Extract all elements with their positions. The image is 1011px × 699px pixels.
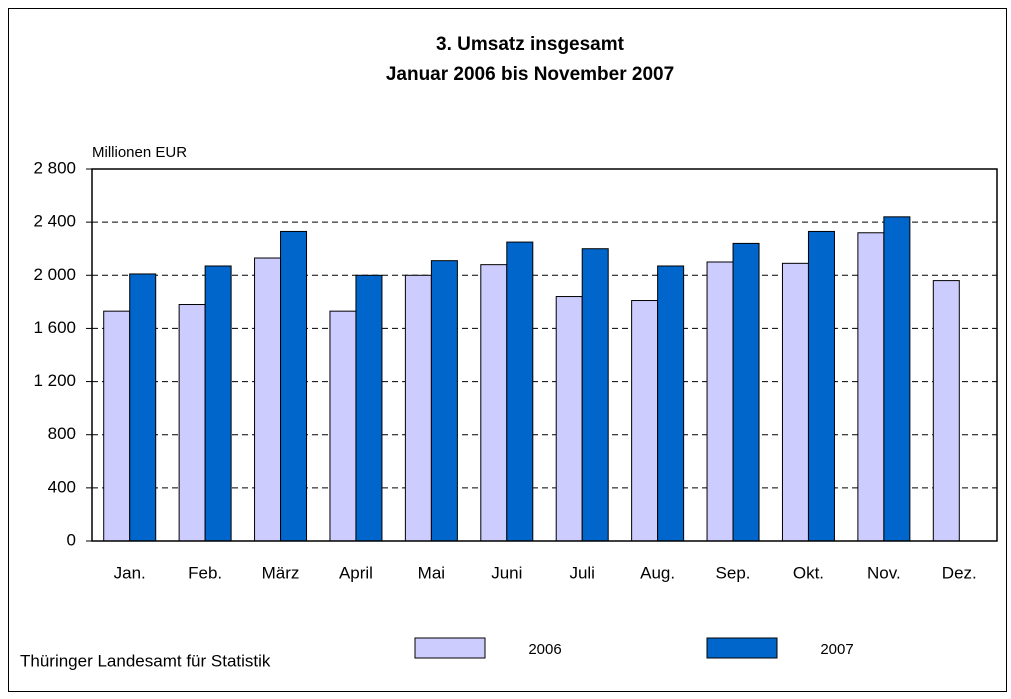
x-tick-label: Juni — [491, 563, 522, 582]
bar — [329, 310, 357, 542]
y-tick-label: 0 — [67, 530, 76, 549]
plot-border — [91, 168, 998, 542]
x-tick-label: Aug. — [640, 563, 675, 582]
bar — [555, 296, 583, 542]
x-tick-label: März — [262, 563, 300, 582]
source-note: Thüringer Landesamt für Statistik — [20, 651, 271, 670]
y-tick-label: 400 — [48, 477, 76, 496]
y-tick-label: 1 200 — [33, 371, 76, 390]
chart-subtitle: Januar 2006 bis November 2007 — [386, 64, 674, 85]
bar — [706, 261, 734, 542]
y-tick-label: 800 — [48, 424, 76, 443]
bar — [254, 257, 282, 542]
bar — [732, 242, 760, 542]
bar — [178, 304, 206, 542]
bar — [480, 264, 508, 542]
x-tick-label: Dez. — [942, 563, 977, 582]
bar — [430, 260, 458, 542]
x-tick-label: Juli — [569, 563, 595, 582]
bar — [857, 232, 885, 542]
bar — [280, 230, 308, 542]
bar — [204, 265, 232, 542]
legend-label: 2007 — [820, 641, 853, 658]
legend-label: 2006 — [528, 641, 561, 658]
bar — [781, 262, 809, 542]
bar — [355, 274, 383, 542]
legend-swatch — [706, 637, 778, 659]
bar — [932, 280, 960, 542]
x-tick-label: Feb. — [188, 563, 222, 582]
bar — [657, 265, 685, 542]
chart-title: 3. Umsatz insgesamt — [436, 34, 625, 55]
x-tick-label: Sep. — [716, 563, 751, 582]
y-tick-label: 2 000 — [33, 265, 76, 284]
x-tick-label: Mai — [418, 563, 445, 582]
bar — [129, 273, 157, 542]
bar — [883, 216, 911, 542]
y-tick-label: 2 400 — [33, 212, 76, 231]
x-tick-label: April — [339, 563, 373, 582]
bar — [506, 241, 534, 542]
bar — [581, 248, 609, 542]
bar — [807, 230, 835, 542]
bar — [631, 300, 659, 542]
x-tick-label: Jan. — [114, 563, 146, 582]
bar — [103, 310, 131, 542]
x-tick-label: Nov. — [867, 563, 901, 582]
y-axis-label: Millionen EUR — [92, 144, 187, 161]
legend-swatch — [414, 637, 486, 659]
x-tick-label: Okt. — [793, 563, 824, 582]
y-tick-label: 2 800 — [33, 158, 76, 177]
bar — [404, 274, 432, 542]
y-tick-label: 1 600 — [33, 318, 76, 337]
